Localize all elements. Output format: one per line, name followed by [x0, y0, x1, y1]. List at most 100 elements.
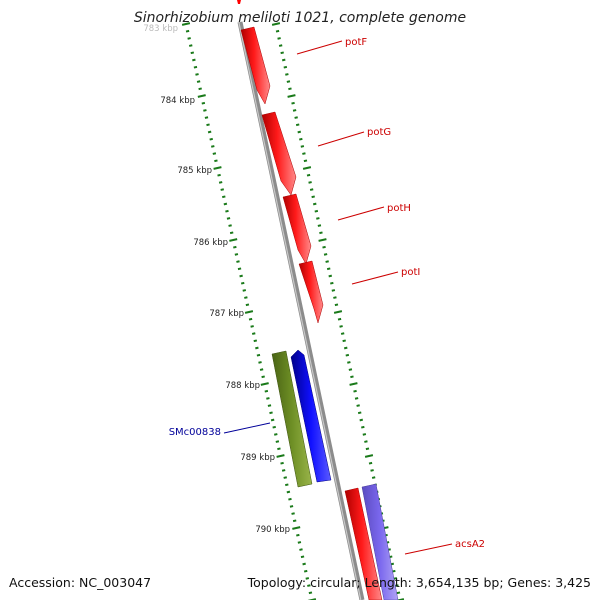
minor-tick	[281, 58, 286, 62]
minor-tick	[277, 37, 281, 40]
minor-tick	[225, 209, 229, 213]
minor-tick	[292, 109, 297, 112]
major-tick	[260, 382, 269, 386]
label-potI: potI	[401, 267, 420, 278]
gene-potF[interactable]	[240, 26, 271, 105]
minor-tick	[356, 404, 360, 407]
minor-tick	[308, 181, 312, 184]
minor-tick	[305, 577, 310, 580]
minor-tick	[347, 361, 351, 364]
major-tick	[302, 166, 312, 170]
gene-SMc00838[interactable]	[290, 349, 332, 483]
minor-tick	[242, 289, 247, 292]
minor-tick	[294, 116, 298, 119]
feature-olive[interactable]	[271, 350, 313, 488]
major-tick	[276, 454, 285, 458]
minor-tick	[244, 296, 248, 299]
minor-tick	[342, 339, 346, 343]
minor-tick	[229, 231, 234, 235]
minor-tick	[285, 483, 289, 487]
genome-backbone	[237, 21, 365, 600]
minor-tick	[203, 109, 207, 112]
gene-partial-top[interactable]	[237, 0, 241, 4]
minor-tick	[270, 418, 275, 422]
minor-tick	[198, 87, 202, 91]
minor-tick	[281, 469, 286, 472]
minor-tick	[361, 425, 365, 429]
minor-tick	[333, 296, 337, 299]
label-potG: potG	[367, 127, 391, 138]
minor-tick	[296, 533, 300, 537]
minor-tick	[328, 274, 333, 278]
scale-label-786: 786 kbp	[193, 238, 228, 248]
gene-potH[interactable]	[282, 193, 312, 265]
minor-tick	[236, 260, 240, 263]
scale-label-788: 788 kbp	[225, 381, 260, 391]
minor-tick	[239, 274, 243, 278]
minor-tick	[295, 123, 300, 127]
minor-tick	[251, 332, 256, 335]
minor-tick	[343, 346, 348, 350]
minor-tick	[210, 145, 215, 148]
minor-tick	[192, 58, 196, 62]
minor-tick	[345, 353, 350, 357]
minor-tick	[353, 389, 357, 393]
minor-tick	[250, 325, 254, 328]
minor-tick	[280, 461, 284, 465]
major-tick	[181, 22, 191, 26]
label-potH: potH	[387, 203, 411, 214]
minor-tick	[322, 245, 326, 249]
minor-tick	[308, 591, 313, 595]
major-tick	[292, 526, 301, 530]
minor-tick	[297, 541, 302, 544]
minor-tick	[357, 411, 362, 415]
genome-summary-text: Topology: circular; Length: 3,654,135 bp…	[247, 575, 591, 590]
scale-label-783: 783 kbp	[143, 24, 178, 34]
minor-tick	[311, 195, 315, 199]
major-tick	[197, 94, 206, 98]
minor-tick	[317, 224, 322, 227]
minor-tick	[264, 389, 269, 393]
major-tick	[244, 310, 254, 314]
minor-tick	[303, 569, 308, 573]
minor-tick	[339, 325, 343, 328]
minor-tick	[195, 73, 199, 76]
minor-tick	[267, 404, 272, 407]
minor-tick	[187, 37, 191, 40]
gene-acsA2[interactable]	[344, 487, 383, 600]
minor-tick	[371, 476, 376, 479]
minor-tick	[185, 29, 190, 33]
minor-tick	[300, 145, 305, 148]
major-tick	[349, 382, 358, 386]
minor-tick	[209, 137, 213, 141]
minor-tick	[297, 130, 302, 134]
minor-tick	[365, 447, 370, 451]
minor-tick	[204, 116, 209, 119]
gene-potG[interactable]	[261, 111, 297, 196]
minor-tick	[334, 303, 339, 307]
minor-tick	[277, 447, 281, 451]
minor-tick	[258, 361, 262, 364]
minor-tick	[362, 433, 367, 436]
gene-potI[interactable]	[298, 260, 324, 324]
minor-tick	[218, 181, 223, 184]
major-tick	[333, 310, 343, 314]
minor-tick	[350, 375, 354, 379]
minor-tick	[396, 591, 401, 595]
minor-tick	[316, 217, 320, 220]
minor-tick	[255, 346, 259, 350]
minor-tick	[306, 173, 311, 177]
minor-tick	[288, 87, 292, 91]
minor-tick	[190, 51, 195, 55]
minor-tick	[275, 440, 280, 443]
scale-label-787: 787 kbp	[209, 309, 244, 319]
minor-tick	[289, 505, 294, 508]
minor-tick	[326, 267, 331, 271]
minor-tick	[253, 339, 258, 343]
feature-lavender[interactable]	[361, 483, 399, 600]
minor-tick	[312, 202, 317, 206]
minor-tick	[261, 375, 265, 379]
minor-tick	[325, 260, 329, 263]
label-leaders	[223, 40, 453, 555]
minor-tick	[196, 80, 201, 83]
